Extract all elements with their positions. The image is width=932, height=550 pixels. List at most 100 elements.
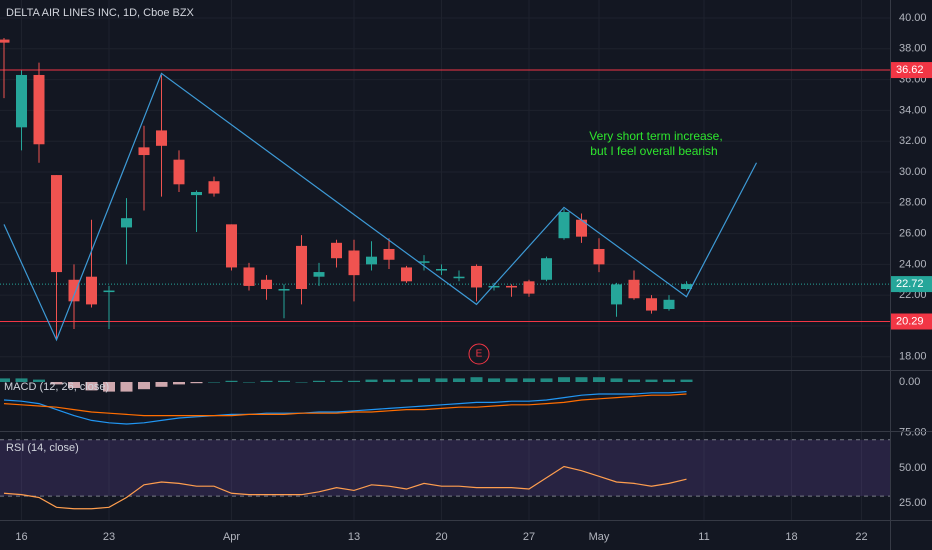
candle-body [191,192,202,196]
candle-body [611,284,622,305]
candle-body [436,268,447,271]
macd-label: MACD (12, 26, close) [4,381,109,393]
macd-histogram-bar [225,380,238,382]
candle-body [68,279,80,302]
candle-body [576,219,587,237]
macd-histogram-bar [540,378,553,382]
price-label-box [891,276,932,293]
macd-histogram-bar [15,378,28,382]
macd-histogram-bar [313,380,325,382]
candle-body [366,256,377,265]
candle-body [541,258,552,280]
macd-histogram-bar [488,378,500,382]
candle-body [0,39,10,43]
macd-histogram-bar [0,378,10,382]
candle-body [261,279,272,290]
candle-body [156,130,167,146]
candle-body [103,290,115,293]
macd-histogram-bar [278,380,290,382]
candle-body [313,272,325,277]
candle-body [173,159,185,185]
candle-body [278,289,290,291]
candle-body [16,74,27,128]
price-label: 20.29 [896,315,924,327]
candle-body [471,265,482,288]
macd-histogram-bar [505,378,518,382]
candle-body [628,279,640,299]
macd-histogram-bar [365,379,378,382]
price-label-box [891,313,932,330]
candle-body [121,218,132,228]
macd-histogram-bar [155,382,168,387]
macd-histogram-bar [575,377,588,382]
y-tick-label: 38.00 [899,43,927,55]
candle-body [33,74,45,145]
macd-histogram-bar [453,378,465,382]
macd-histogram-bar [260,380,273,382]
rsi-tick-label: 75.00 [899,427,927,439]
x-tick-label: 13 [348,531,360,543]
candle-body [208,181,220,194]
macd-histogram-bar [383,379,395,382]
macd-histogram-bar [85,382,98,391]
rsi-label: RSI (14, close) [6,442,79,454]
signal-line [3,393,687,417]
macd-histogram-bar [50,382,63,385]
candle-body [86,276,97,305]
macd-histogram-bar [400,379,413,382]
x-tick-label: 27 [523,531,535,543]
candle-body [138,147,150,156]
x-tick-label: 22 [855,531,867,543]
macd-histogram-bar [558,377,570,382]
rsi-band [0,439,890,497]
macd-histogram-bar [243,382,255,383]
rsi-tick-label: 50.00 [899,462,927,474]
candle-body [523,281,535,294]
macd-histogram-bar [138,382,150,390]
macd-histogram-bar [680,379,693,382]
macd-line [3,391,687,425]
candle-body [383,248,395,260]
rsi-line [3,465,687,510]
candle-body [488,285,500,288]
price-label: 22.72 [896,278,924,290]
candle-body [558,212,570,239]
x-tick-label: 11 [698,531,709,543]
y-tick-label: 26.00 [899,227,927,239]
macd-histogram-bar [190,382,203,384]
candle-body [348,250,360,276]
candle-body [418,261,430,263]
macd-histogram-bar [33,379,45,382]
x-tick-label: 20 [435,531,447,543]
x-tick-label: 23 [103,531,115,543]
candle-body [506,285,517,288]
annotation: but I feel overall bearish [590,144,717,158]
macd-histogram-bar [645,379,658,382]
y-tick-label: 24.00 [899,258,927,270]
price-label: 36.62 [896,64,924,76]
macd-histogram-bar [470,377,483,382]
earnings-marker: E [476,349,483,360]
macd-histogram-bar [663,379,675,382]
candle-body [663,299,675,310]
y-tick-label: 18.00 [899,351,927,363]
x-tick-label: May [589,531,610,543]
price-label-box [891,62,932,79]
x-tick-label: 18 [785,531,797,543]
candle-body [646,298,657,311]
macd-histogram-bar [610,378,623,382]
macd-histogram-bar [593,377,605,382]
y-tick-label: 40.00 [899,12,927,24]
candle-body [51,175,62,273]
macd-histogram-bar [68,382,80,388]
macd-histogram-bar [628,379,640,382]
macd-histogram-bar [173,382,185,385]
macd-histogram-bar [120,382,133,392]
y-tick-label: 28.00 [899,197,927,209]
x-tick-label: Apr [223,531,240,543]
macd-histogram-bar [418,378,430,382]
candle-body [593,248,605,265]
y-tick-label: 34.00 [899,104,927,116]
